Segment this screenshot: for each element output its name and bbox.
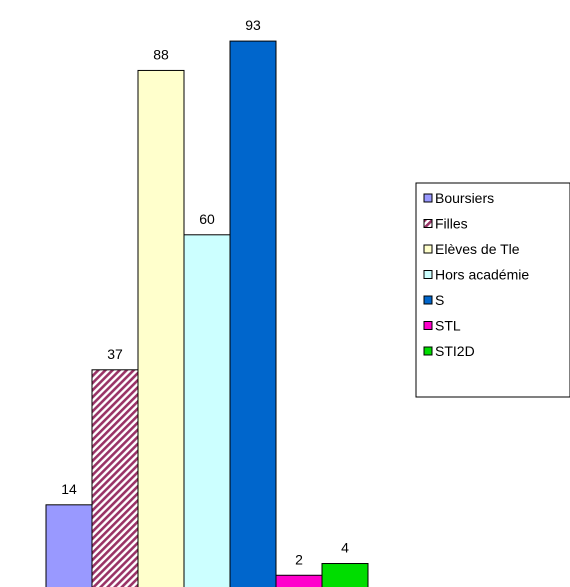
legend: Boursiers Filles Elèves de Tle Hors académi… — [415, 182, 570, 398]
legend-entry-boursiers: Boursiers — [435, 190, 494, 206]
value-labels-group: 14 37 88 60 93 2 4 — [61, 17, 349, 567]
legend-swatch-boursiers — [423, 193, 433, 203]
value-label-s: 93 — [245, 17, 261, 33]
bar-stl — [275, 574, 323, 587]
value-label-filles: 37 — [107, 346, 123, 362]
legend-swatch-sti2d — [423, 346, 433, 356]
value-label-boursiers: 14 — [61, 481, 77, 497]
legend-swatch-stl — [423, 321, 433, 330]
legend-entry-eleves-de-tle: Elèves de Tle — [435, 241, 520, 257]
bar-sti2d — [321, 563, 369, 587]
legend-box — [415, 182, 570, 398]
value-label-hors-academie: 60 — [199, 211, 215, 227]
value-label-stl: 2 — [295, 551, 303, 567]
bar-eleves-de-tle — [137, 69, 185, 587]
bar-hors-academie — [183, 234, 231, 587]
legend-entry-stl: STL — [435, 318, 461, 334]
bar-filles — [91, 369, 139, 587]
bar-boursiers — [45, 504, 93, 587]
legend-swatch-filles — [423, 219, 433, 228]
legend-swatch-hors-academie — [423, 270, 433, 279]
legend-entry-filles: Filles — [435, 216, 468, 232]
bars-group — [45, 40, 369, 587]
legend-entry-sti2d: STI2D — [435, 343, 475, 359]
legend-entry-hors-academie: Hors académie — [435, 267, 529, 283]
legend-entry-s: S — [435, 292, 444, 308]
value-label-eleves-de-tle: 88 — [153, 46, 169, 62]
value-label-sti2d: 4 — [341, 540, 349, 556]
legend-swatch-eleves-de-tle — [423, 244, 433, 254]
bar-s — [229, 40, 277, 587]
legend-swatch-s — [423, 295, 433, 305]
